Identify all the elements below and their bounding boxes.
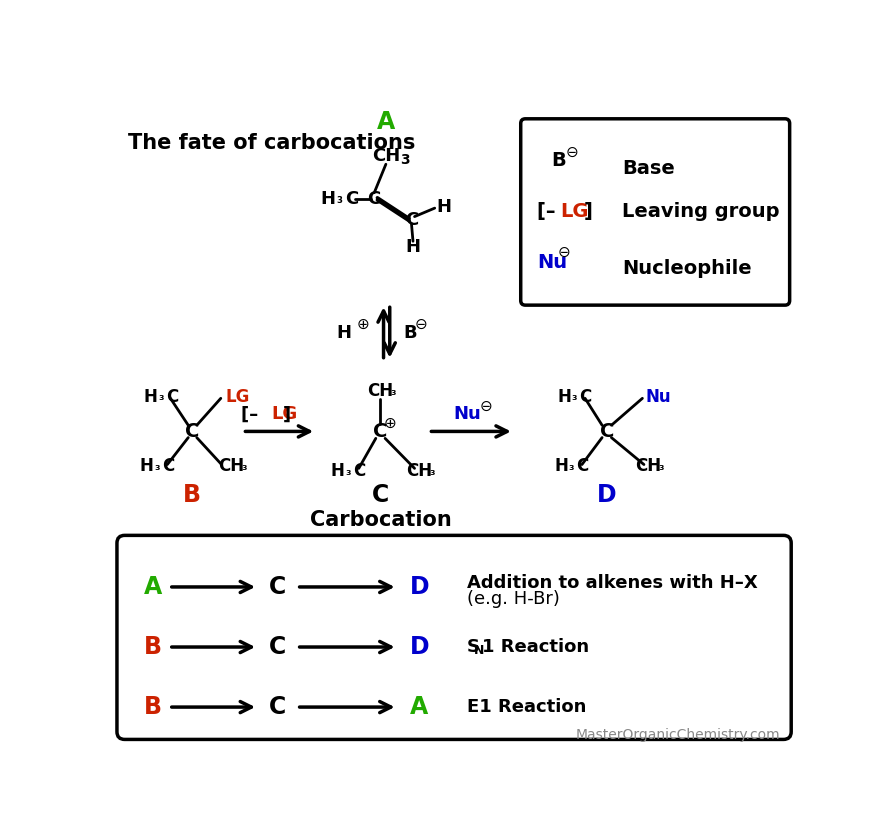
Text: LG: LG: [560, 202, 589, 222]
Text: CH: CH: [406, 462, 432, 481]
Text: C: C: [268, 695, 286, 719]
Text: H: H: [331, 462, 345, 481]
Text: A: A: [144, 575, 162, 599]
Text: CH: CH: [368, 382, 393, 400]
Text: ⊖: ⊖: [557, 245, 570, 260]
Text: The fate of carbocations: The fate of carbocations: [128, 133, 416, 153]
Text: ₃: ₃: [346, 465, 351, 478]
Text: [–: [–: [241, 405, 262, 424]
Text: D: D: [409, 575, 429, 599]
Text: Carbocation: Carbocation: [309, 510, 451, 530]
Text: C: C: [600, 422, 614, 441]
Text: Addition to alkenes with H–X: Addition to alkenes with H–X: [467, 574, 758, 592]
Text: 3: 3: [400, 153, 410, 166]
Text: C: C: [577, 457, 589, 475]
Text: ]: ]: [584, 202, 593, 222]
Text: B: B: [144, 695, 162, 719]
Text: H: H: [557, 388, 571, 405]
FancyBboxPatch shape: [117, 535, 791, 739]
Text: CH: CH: [218, 457, 244, 475]
Text: B: B: [551, 150, 565, 170]
Text: H: H: [436, 197, 451, 216]
Text: ₃: ₃: [571, 390, 578, 403]
Text: H: H: [144, 388, 157, 405]
Text: C: C: [372, 482, 389, 507]
Text: ₃: ₃: [658, 460, 664, 472]
Text: H: H: [321, 190, 336, 208]
Text: C: C: [579, 388, 592, 405]
Text: ₃: ₃: [430, 465, 435, 478]
Text: C: C: [354, 462, 366, 481]
Text: H: H: [406, 237, 421, 256]
Text: ⊖: ⊖: [565, 145, 579, 160]
Text: C: C: [268, 575, 286, 599]
Text: H: H: [554, 457, 568, 475]
Text: Nu: Nu: [646, 388, 671, 405]
Text: C: C: [162, 457, 175, 475]
Text: C: C: [368, 190, 381, 208]
Text: ⊕: ⊕: [384, 415, 396, 431]
Text: (e.g. H-Br): (e.g. H-Br): [467, 589, 560, 608]
Text: E1 Reaction: E1 Reaction: [467, 698, 587, 716]
Text: D: D: [597, 482, 617, 507]
Text: C: C: [268, 635, 286, 659]
Text: ₃: ₃: [154, 460, 159, 472]
Text: ₃: ₃: [337, 192, 342, 206]
Text: Nu: Nu: [454, 405, 481, 424]
Text: B: B: [404, 324, 417, 342]
Text: Base: Base: [622, 159, 675, 177]
Text: ₃: ₃: [391, 385, 396, 398]
Text: Leaving group: Leaving group: [622, 202, 780, 222]
Text: H: H: [336, 324, 351, 342]
Text: C: C: [166, 388, 178, 405]
Text: 1 Reaction: 1 Reaction: [482, 638, 589, 656]
Text: Nucleophile: Nucleophile: [622, 258, 752, 278]
Text: ₃: ₃: [158, 390, 164, 403]
Text: ⊖: ⊖: [479, 399, 493, 414]
Text: Nu: Nu: [537, 252, 567, 272]
Text: D: D: [409, 635, 429, 659]
Text: A: A: [377, 110, 395, 134]
Text: C: C: [405, 211, 418, 229]
Text: MasterOrganicChemistry.com: MasterOrganicChemistry.com: [576, 728, 781, 742]
Text: C: C: [345, 190, 358, 208]
Text: ⊕: ⊕: [356, 317, 369, 332]
Text: ₃: ₃: [569, 460, 574, 472]
Text: B: B: [183, 482, 201, 507]
Text: ⊖: ⊖: [415, 317, 427, 332]
Text: H: H: [139, 457, 153, 475]
Text: S: S: [467, 638, 480, 656]
Text: B: B: [144, 635, 162, 659]
Text: [–: [–: [537, 202, 559, 222]
Text: A: A: [410, 695, 428, 719]
Text: ]: ]: [283, 405, 291, 424]
Text: CH: CH: [372, 147, 400, 165]
Text: ₃: ₃: [241, 460, 246, 472]
Text: C: C: [373, 422, 388, 441]
Text: LG: LG: [271, 405, 298, 424]
Text: N: N: [474, 645, 485, 657]
FancyBboxPatch shape: [521, 119, 789, 305]
Text: LG: LG: [225, 388, 250, 405]
Text: CH: CH: [634, 457, 661, 475]
Text: C: C: [185, 422, 199, 441]
